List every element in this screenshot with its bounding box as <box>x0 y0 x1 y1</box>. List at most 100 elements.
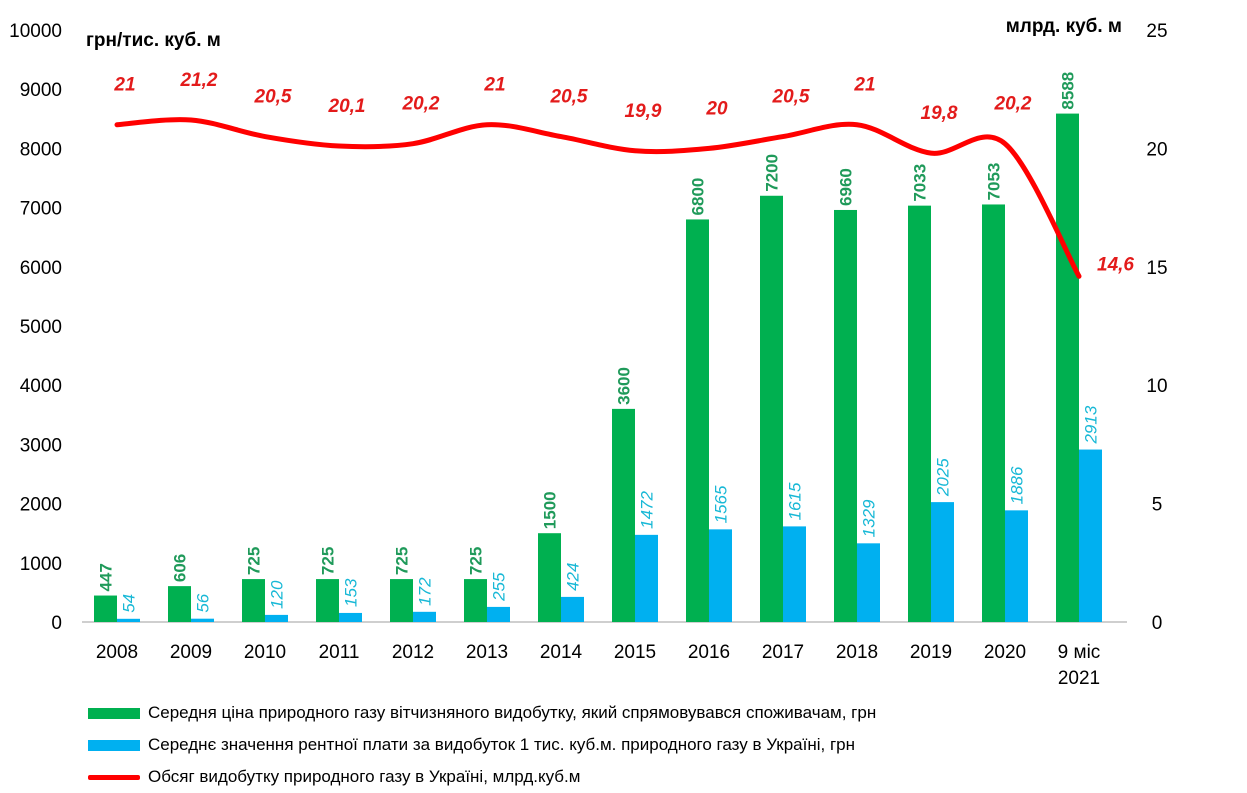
bar-price-label: 7033 <box>911 164 930 202</box>
bar-rent <box>191 618 214 622</box>
bar-price-label: 725 <box>245 547 264 575</box>
legend-item-rent: Середнє значення рентної плати за видобу… <box>88 729 876 761</box>
bar-rent-label: 120 <box>268 580 287 609</box>
bar-price <box>538 533 561 622</box>
line-labels: 21 21,2 20,5 20,1 20,2 21 20,5 19,9 20 20,5 21 19,8… <box>113 70 1134 275</box>
bar-rent-label: 2913 <box>1082 405 1101 444</box>
bar-price <box>982 204 1005 622</box>
right-tick-label: 15 <box>1146 258 1167 279</box>
line-value-label: 20,5 <box>550 87 588 108</box>
line-value-label: 19,8 <box>921 103 958 124</box>
line-value-label: 20,5 <box>254 87 292 108</box>
bar-rent <box>339 612 362 622</box>
category-label: 2020 <box>984 642 1026 663</box>
category-label: 2012 <box>392 642 434 663</box>
bar-price <box>94 595 117 622</box>
left-axis: 0 1000 2000 3000 4000 5000 6000 7000 8000 9000 100… <box>9 21 62 634</box>
legend-swatch-price <box>88 707 140 719</box>
bar-price <box>612 408 635 622</box>
legend-item-price: Середня ціна природного газу вітчизняног… <box>88 697 876 729</box>
bar-price-label: 7200 <box>763 154 782 192</box>
line-value-label: 21 <box>483 75 505 96</box>
bar-price-label: 7053 <box>985 163 1004 201</box>
bar-rent-label: 2025 <box>934 458 953 497</box>
bar-rent <box>561 596 584 622</box>
category-label: 2019 <box>910 642 952 663</box>
category-labels: 2008 2009 2010 2011 2012 2013 2014 2015 2016 2017… <box>96 642 1100 689</box>
legend-label-rent: Середнє значення рентної плати за видобу… <box>148 735 855 754</box>
line-value-label: 21 <box>853 75 875 96</box>
bar-price <box>1056 113 1079 623</box>
legend-swatch-rent <box>88 739 140 751</box>
bar-price-label: 3600 <box>615 367 634 405</box>
bar-price-label: 606 <box>171 554 190 582</box>
left-tick-label: 6000 <box>20 258 62 279</box>
bar-price <box>390 579 413 622</box>
bar-price-label: 1500 <box>541 491 560 529</box>
category-label: 2013 <box>466 642 508 663</box>
right-tick-label: 5 <box>1152 495 1163 516</box>
bar-price-label: 725 <box>319 547 338 575</box>
bar-price <box>316 579 339 622</box>
category-label: 2014 <box>540 642 583 663</box>
bar-rent <box>413 611 436 622</box>
bar-rent-label: 1329 <box>860 499 879 537</box>
left-tick-label: 1000 <box>20 554 62 575</box>
line-value-label: 19,9 <box>625 101 662 122</box>
line-value-label: 21,2 <box>180 70 218 91</box>
legend-swatch-production <box>88 774 140 780</box>
bar-price <box>242 579 265 622</box>
legend-label-production: Обсяг видобутку природного газу в Україн… <box>148 767 581 786</box>
bar-rent-label: 54 <box>120 594 139 613</box>
bars-layer: 4475460656725120725153725172725255150042… <box>94 72 1102 623</box>
bar-rent-label: 1615 <box>786 482 805 520</box>
category-label: 2018 <box>836 642 878 663</box>
bar-rent-label: 424 <box>564 563 583 591</box>
category-label: 2015 <box>614 642 656 663</box>
legend: Середня ціна природного газу вітчизняног… <box>88 697 876 793</box>
line-value-label: 20,1 <box>328 96 366 117</box>
left-tick-label: 0 <box>51 613 62 634</box>
line-value-label: 20,2 <box>994 94 1032 115</box>
chart: 0100020003000400050006000700080009000100… <box>9 16 1167 689</box>
bar-rent <box>265 614 288 622</box>
left-tick-label: 5000 <box>20 317 62 338</box>
right-axis: 0 5 10 15 20 25 <box>1146 21 1167 634</box>
production-line <box>114 117 1082 279</box>
legend-label-price: Середня ціна природного газу вітчизняног… <box>148 703 877 722</box>
bar-price <box>168 586 191 622</box>
bar-rent-label: 1565 <box>712 485 731 523</box>
bar-price-label: 6800 <box>689 178 708 216</box>
right-tick-label: 20 <box>1146 139 1167 160</box>
category-label: 2010 <box>244 642 286 663</box>
category-label: 2011 <box>319 642 360 663</box>
bar-rent-label: 153 <box>342 578 361 607</box>
bar-rent <box>117 618 140 622</box>
category-label: 2017 <box>762 642 804 663</box>
category-label: 2009 <box>170 642 212 663</box>
right-tick-label: 25 <box>1146 21 1167 42</box>
bar-price-label: 447 <box>97 563 116 591</box>
bar-rent-label: 172 <box>416 577 435 606</box>
line-value-label: 20 <box>705 98 728 119</box>
bar-price-label: 725 <box>393 547 412 575</box>
line-value-label: 20,2 <box>402 94 440 115</box>
legend-item-production: Обсяг видобутку природного газу в Україн… <box>88 761 876 793</box>
category-label: 2016 <box>688 642 730 663</box>
line-value-label: 21 <box>113 75 135 96</box>
line-value-label: 14,6 <box>1097 254 1134 275</box>
bar-rent-label: 1472 <box>638 490 657 528</box>
left-tick-label: 10000 <box>9 21 62 42</box>
right-axis-unit: млрд. куб. м <box>1006 16 1122 37</box>
left-tick-label: 3000 <box>20 435 62 456</box>
bar-rent <box>1005 510 1028 622</box>
line-value-label: 20,5 <box>772 87 810 108</box>
category-label: 2008 <box>96 642 138 663</box>
left-tick-label: 7000 <box>20 199 62 220</box>
bar-price <box>464 579 487 622</box>
left-tick-label: 9000 <box>20 80 62 101</box>
bar-price-label: 725 <box>467 547 486 575</box>
bar-price-label: 8588 <box>1059 72 1078 110</box>
left-axis-unit: грн/тис. куб. м <box>86 30 221 51</box>
bar-price <box>760 195 783 622</box>
